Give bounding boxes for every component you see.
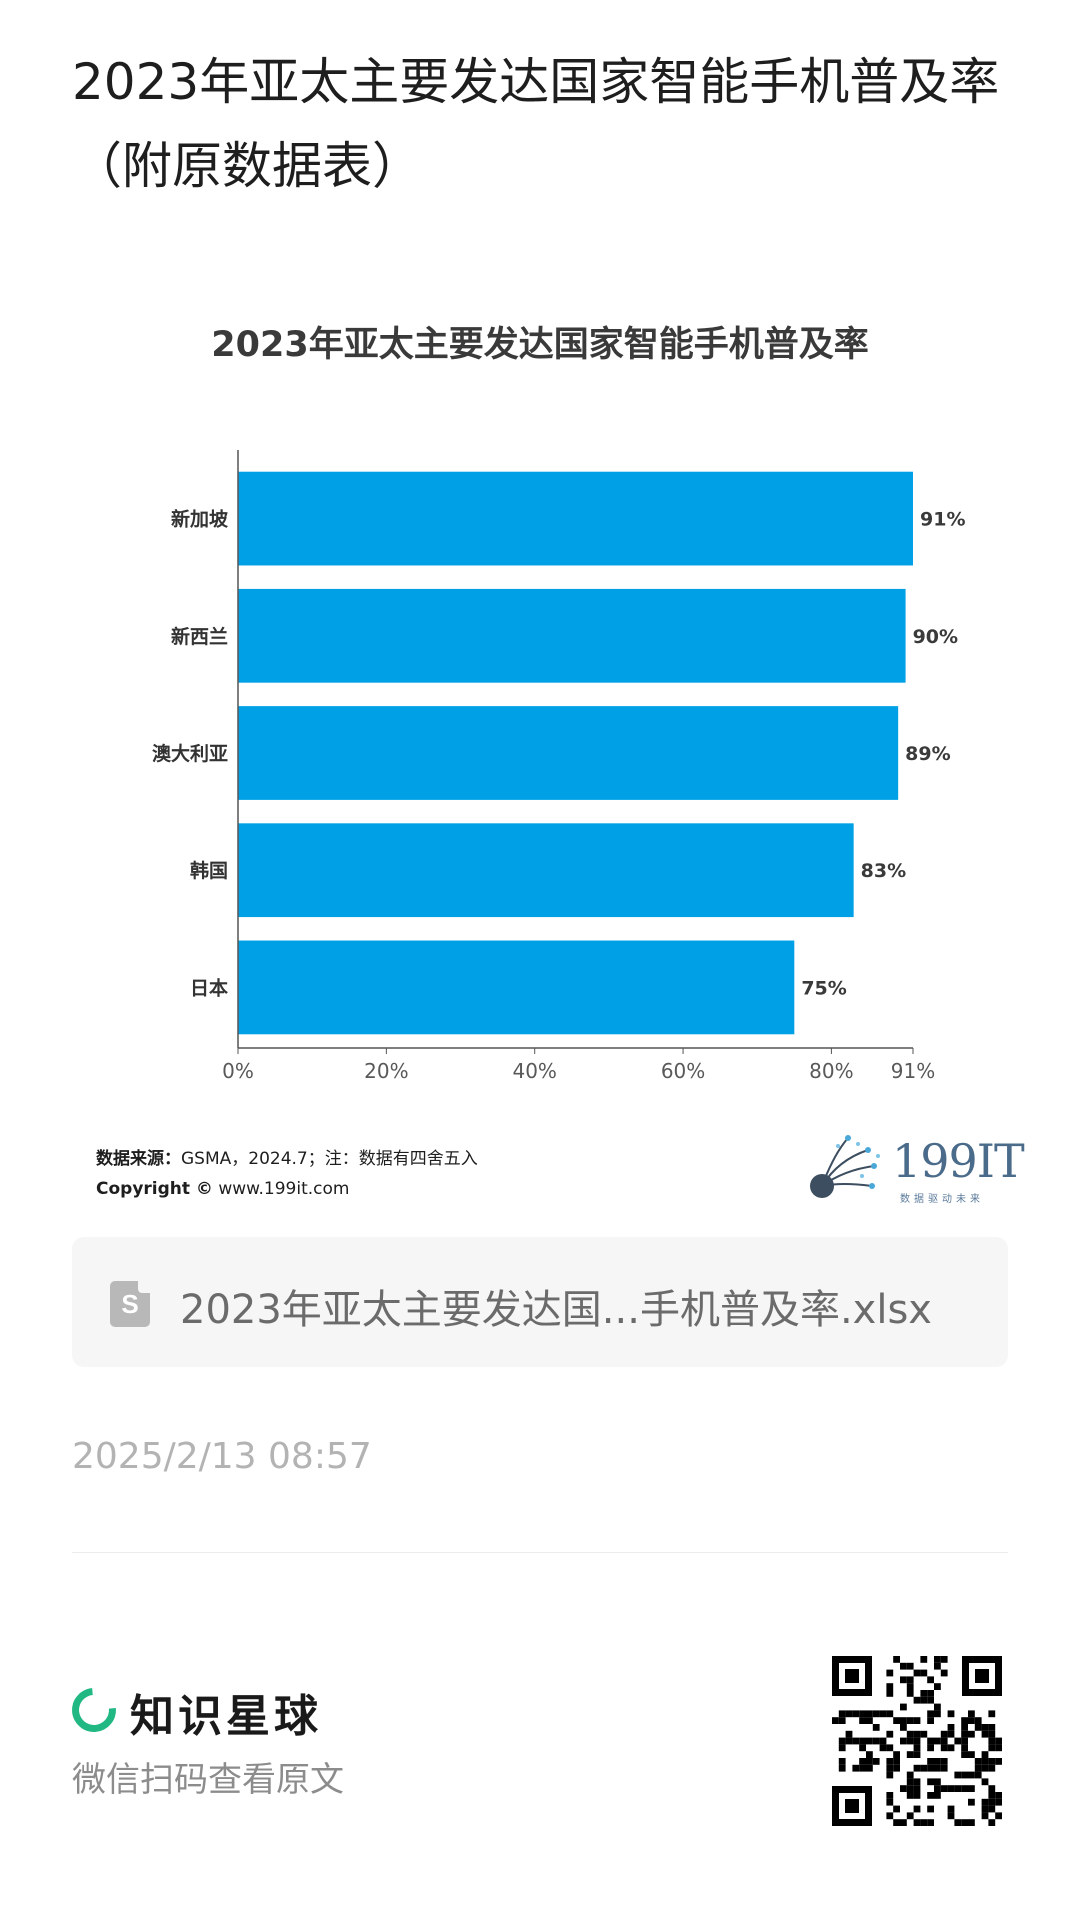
category-label: 日本 xyxy=(190,976,228,999)
x-tick-label: 20% xyxy=(364,1059,408,1083)
post-title: 2023年亚太主要发达国家智能手机普及率（附原数据表） xyxy=(72,53,1000,195)
logo-mark-icon xyxy=(810,1135,880,1198)
x-tick-label: 40% xyxy=(512,1059,556,1083)
source-text: GSMA，2024.7；注：数据有四舍五入 xyxy=(181,1149,478,1169)
bar xyxy=(238,588,906,683)
brand-name: 知识星球 xyxy=(130,1691,322,1742)
bar-chart: 新加坡 91% 新西兰 90% 澳大利亚 89% 韩国 83% 日本 75% 0% 20% 40% 60%… xyxy=(152,450,965,1083)
x-tick-label: 80% xyxy=(809,1059,853,1083)
attachment-file-name[interactable]: 2023年亚太主要发达国...手机普及率.xlsx xyxy=(180,1287,932,1333)
bar xyxy=(238,823,854,918)
copyright-label: Copyright © xyxy=(96,1179,213,1199)
category-label: 新加坡 xyxy=(171,508,229,531)
data-label: 75% xyxy=(801,977,846,999)
post-timestamp: 2025/2/13 08:57 xyxy=(72,1436,372,1477)
source-label: 数据来源： xyxy=(96,1149,181,1169)
spreadsheet-file-icon: S xyxy=(110,1281,150,1327)
x-tick-label: 60% xyxy=(661,1059,705,1083)
data-label: 89% xyxy=(905,743,950,765)
divider xyxy=(72,1552,1008,1553)
bar xyxy=(238,706,899,800)
bar xyxy=(238,940,795,1035)
data-label: 91% xyxy=(920,509,965,531)
category-label: 澳大利亚 xyxy=(152,742,228,765)
zsxq-logo-icon xyxy=(63,1679,125,1741)
chart-title: 2023年亚太主要发达国家智能手机普及率 xyxy=(211,325,869,365)
data-label: 90% xyxy=(913,626,958,648)
scan-instruction: 微信扫码查看原文 xyxy=(72,1760,344,1800)
category-label: 新西兰 xyxy=(171,625,228,648)
199it-logo: 199IT 数据驱动未来 xyxy=(808,1130,1025,1210)
category-label: 韩国 xyxy=(190,859,228,882)
qr-code-icon[interactable] xyxy=(832,1656,1002,1826)
attachment-card[interactable]: S 2023年亚太主要发达国...手机普及率.xlsx xyxy=(72,1237,1008,1367)
data-label: 83% xyxy=(861,860,906,882)
x-tick-label: 0% xyxy=(222,1059,254,1083)
logo-tagline: 数据驱动未来 xyxy=(900,1194,984,1205)
logo-text: 199IT xyxy=(892,1134,1025,1188)
x-tick-label: 91% xyxy=(891,1059,935,1083)
bar xyxy=(238,471,913,566)
copyright-url: www.199it.com xyxy=(218,1179,350,1199)
data-source-note: 数据来源：GSMA，2024.7；注：数据有四舍五入 Copyright © w… xyxy=(96,1144,478,1204)
